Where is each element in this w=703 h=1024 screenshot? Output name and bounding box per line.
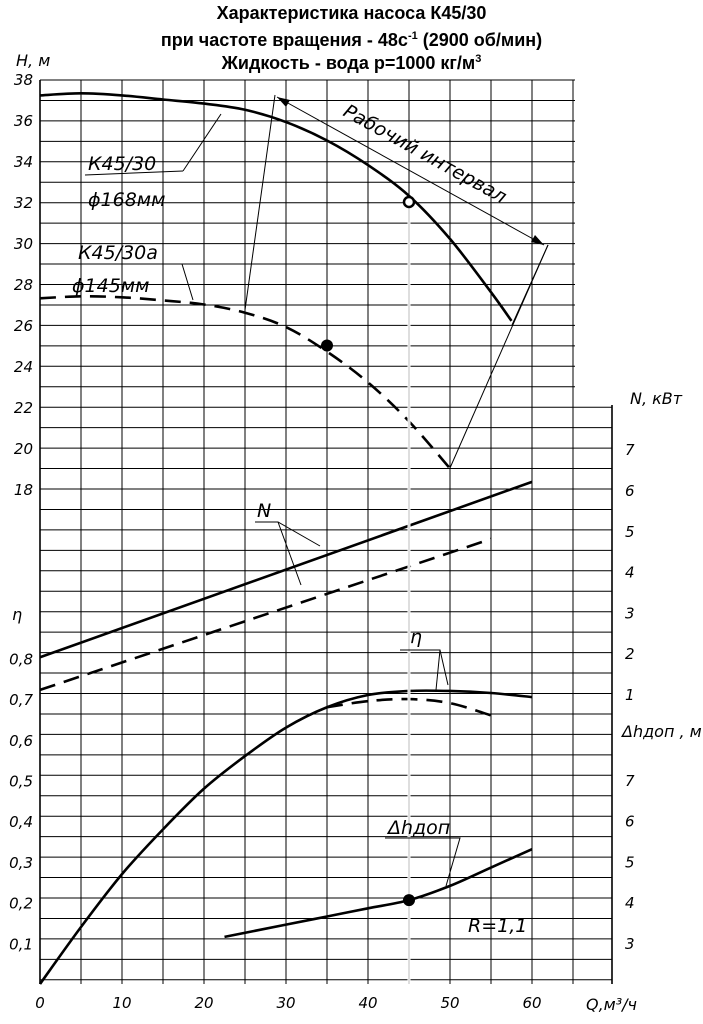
curve-npsh: [224, 847, 533, 939]
working-interval-left: [244, 94, 276, 311]
axis-name-q: Q,м³/ч: [586, 995, 637, 1014]
working-interval-arrowhead-left: [277, 97, 290, 107]
operating-point: [402, 195, 416, 209]
curve-N-k45-30: [39, 480, 533, 659]
h-tick-label: 34: [14, 153, 33, 171]
axis-name-npsh: Δhдоп , м: [620, 722, 702, 741]
curve-H-k45-30: [39, 92, 513, 322]
npsh-tick-label: 3: [625, 935, 635, 953]
h-tick-label: 28: [14, 276, 33, 294]
n-tick-label: 5: [625, 523, 635, 541]
title-line-2: при частоте вращения - 48с-1 (2900 об/ми…: [0, 25, 703, 51]
npsh-tick-label: 4: [625, 894, 635, 912]
title-line-3: Жидкость - вода р=1000 кг/м3: [0, 48, 703, 74]
axis-name-n: N, кВт: [630, 389, 683, 408]
title-line-3-sup: 3: [475, 53, 482, 65]
n-tick-label: 2: [625, 645, 635, 663]
label-working-interval: Рабочий интервал: [340, 100, 511, 208]
h-tick-label: 20: [14, 440, 33, 458]
h-tick-label: 30: [14, 235, 33, 253]
k45-30-leader: [182, 113, 222, 172]
axis-name-h: Н, м: [16, 51, 50, 70]
eta-tick-label: 0,8: [9, 650, 33, 668]
working-interval-arrowhead-right: [531, 235, 544, 245]
eta-tick-label: 0,1: [9, 935, 33, 953]
k45-30a-leader: [45, 263, 194, 301]
eta-tick-label: 0,5: [9, 773, 33, 791]
title-line-1: Характеристика насоса К45/30: [216, 3, 487, 23]
operating-point: [403, 894, 415, 907]
h-tick-label: 36: [14, 112, 33, 130]
eta-tick-label: 0,7: [9, 691, 33, 709]
eta-tick-label: 0,6: [9, 732, 33, 750]
k45-30-underline: [84, 170, 184, 176]
title-line-2-tail: (2900 об/мин): [417, 30, 543, 50]
x-tick-label: 10: [112, 994, 131, 1012]
curve-eta-k45-30: [38, 689, 533, 985]
annotations: К45/30 ϕ168мм К45/30а ϕ145мм Рабочий инт…: [12, 51, 702, 1014]
eta-tick-label: 0,4: [9, 813, 33, 831]
operating-point: [321, 339, 333, 352]
h-tick-label: 32: [14, 194, 33, 212]
title-line-2-sup: -1: [407, 30, 418, 42]
x-tick-label: 60: [522, 994, 541, 1012]
label-npsh: Δhдоп: [386, 817, 450, 839]
tick-labels: 0 10 20 30 40 50 60182022242628303234363812345…: [9, 71, 635, 1012]
x-tick-label: 40: [358, 994, 377, 1012]
x-tick-label: 50: [440, 994, 459, 1012]
working-interval-arrow: [276, 96, 545, 246]
n-tick-label: 4: [625, 564, 635, 582]
label-n: N: [257, 500, 271, 522]
h-tick-label: 18: [14, 481, 33, 499]
x-tick-label: 30: [276, 994, 295, 1012]
npsh-tick-label: 7: [625, 772, 635, 790]
label-r: R=1,1: [468, 915, 527, 937]
title-line-2-main: при частоте вращения - 48с: [160, 30, 408, 50]
n-leader-dashed: [277, 521, 302, 586]
eta-leader-solid: [400, 649, 449, 686]
n-tick-label: 7: [625, 441, 635, 459]
h-tick-label: 38: [14, 71, 33, 89]
h-tick-label: 24: [14, 358, 33, 376]
npsh-tick-label: 5: [625, 853, 635, 871]
eta-leader-dashed: [435, 649, 441, 691]
grid: [39, 79, 613, 984]
curves: [38, 92, 533, 985]
label-k45-30-diam: ϕ168мм: [88, 189, 165, 211]
npsh-tick-label: 6: [625, 813, 635, 831]
label-k45-30: К45/30: [88, 153, 156, 175]
eta-tick-label: 0,2: [9, 895, 33, 913]
n-tick-label: 6: [625, 482, 635, 500]
label-k45-30a: К45/30а: [78, 242, 158, 264]
x-tick-label: 0: [35, 994, 45, 1012]
n-leader-solid: [255, 521, 321, 547]
eta-tick-label: 0,3: [9, 854, 33, 872]
curve-H-k45-30a: [39, 294, 451, 470]
label-k45-30a-diam: ϕ145мм: [72, 275, 149, 297]
axis-name-eta: η: [12, 605, 22, 624]
h-tick-label: 26: [14, 317, 33, 335]
n-tick-label: 1: [625, 686, 635, 704]
working-interval-lower-right: [449, 244, 549, 469]
x-tick-label: 20: [194, 994, 213, 1012]
label-eta: η: [410, 626, 422, 648]
title-line-3-main: Жидкость - вода р=1000 кг/м: [221, 53, 476, 73]
h-tick-label: 22: [14, 399, 33, 417]
n-tick-label: 3: [625, 604, 635, 622]
npsh-leader: [385, 837, 461, 887]
curve-N-k45-30a: [39, 537, 492, 692]
